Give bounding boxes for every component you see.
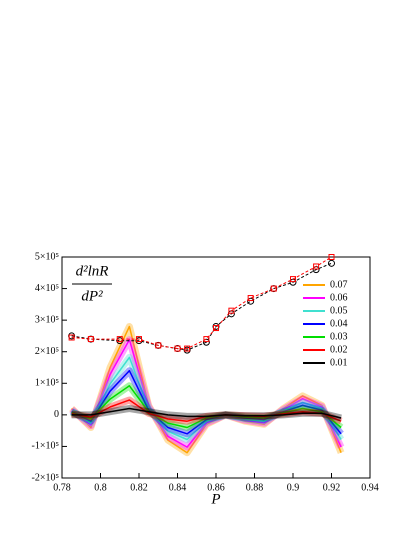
marker xyxy=(184,345,191,352)
y-tick-label: -1×10⁵ xyxy=(32,441,59,452)
y-label-numerator: d²lnR xyxy=(76,263,109,279)
y-tick-label: 5×10⁵ xyxy=(35,251,59,262)
dashed-line xyxy=(71,262,332,351)
x-tick-label: 0.9 xyxy=(287,482,300,493)
marker xyxy=(328,259,335,267)
series-line xyxy=(71,338,342,448)
series-line xyxy=(71,385,342,429)
legend-label: 0.04 xyxy=(330,318,348,329)
x-label: P xyxy=(210,491,220,507)
x-tick-label: 0.94 xyxy=(361,482,379,493)
marker xyxy=(228,307,235,314)
x-tick-label: 0.86 xyxy=(207,482,225,493)
y-label-denominator: dP² xyxy=(81,288,103,304)
y-tick-label: -2×10⁵ xyxy=(32,472,59,483)
marker xyxy=(247,295,254,302)
marker xyxy=(313,263,320,270)
series-line xyxy=(71,369,342,435)
legend-label: 0.05 xyxy=(330,305,348,316)
x-tick-label: 0.8 xyxy=(94,482,107,493)
x-tick-label: 0.92 xyxy=(323,482,341,493)
marker xyxy=(202,338,210,346)
dashed-line xyxy=(71,256,332,350)
x-tick-label: 0.84 xyxy=(169,482,187,493)
x-tick-label: 0.78 xyxy=(53,482,71,493)
y-tick-label: 0 xyxy=(54,409,59,420)
x-tick-label: 0.82 xyxy=(130,482,148,493)
marker xyxy=(270,285,277,292)
legend-label: 0.02 xyxy=(330,344,348,355)
series-line xyxy=(71,407,342,419)
y-tick-label: 3×10⁵ xyxy=(35,314,59,325)
marker xyxy=(116,336,123,343)
marker xyxy=(155,342,162,349)
legend-label: 0.01 xyxy=(330,357,348,368)
series-line xyxy=(71,356,342,441)
marker xyxy=(213,325,219,332)
marker xyxy=(328,254,335,260)
y-tick-label: 1×10⁵ xyxy=(35,378,59,389)
series-line xyxy=(71,325,342,454)
marker xyxy=(247,297,255,305)
marker xyxy=(68,334,75,341)
y-tick-label: 2×10⁵ xyxy=(35,346,59,357)
marker xyxy=(87,336,94,343)
marker xyxy=(174,345,181,352)
marker xyxy=(203,336,210,343)
legend-label: 0.07 xyxy=(330,279,348,290)
x-tick-label: 0.88 xyxy=(246,482,264,493)
legend-label: 0.03 xyxy=(330,331,348,342)
legend-label: 0.06 xyxy=(330,292,348,303)
marker xyxy=(136,336,142,343)
marker xyxy=(290,276,296,283)
y-tick-label: 4×10⁵ xyxy=(35,283,59,294)
